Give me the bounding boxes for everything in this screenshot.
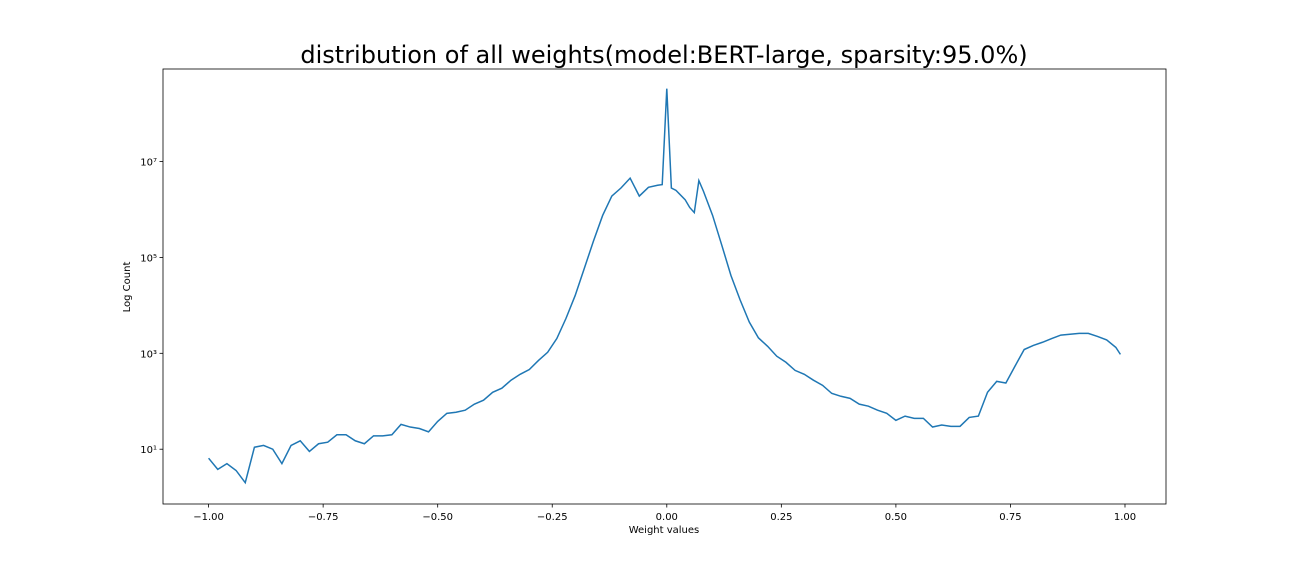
x-axis-label: Weight values [629,525,700,536]
x-tick-label: −1.00 [193,512,224,523]
y-tick-label: 10⁷ [140,158,157,169]
data-line [208,88,1122,485]
y-tick-label: 10³ [140,349,157,360]
x-tick-label: 0.25 [770,512,792,523]
y-tick-label: 10⁵ [140,253,157,264]
chart-title: distribution of all weights(model:BERT-l… [300,41,1027,69]
x-tick-label: 0.50 [885,512,907,523]
x-tick-label: −0.25 [537,512,568,523]
y-tick-label: 10¹ [140,445,157,456]
y-axis-label: Log Count [122,262,133,313]
x-tick-label: 0.75 [999,512,1021,523]
x-tick-label: 1.00 [1114,512,1136,523]
x-tick-label: −0.75 [308,512,339,523]
x-tick-label: −0.50 [422,512,453,523]
plot-frame [162,68,1167,505]
x-tick-label: 0.00 [656,512,678,523]
